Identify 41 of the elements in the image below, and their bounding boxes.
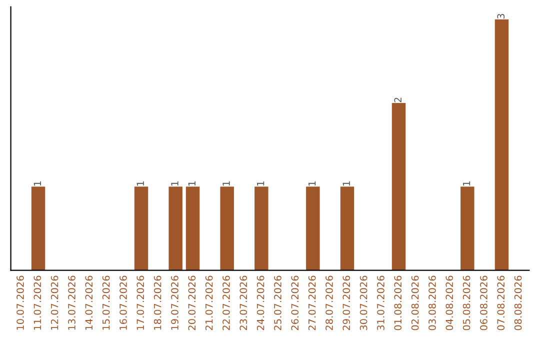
x-tick-label: 27.07.2026 bbox=[308, 276, 316, 330]
x-tick-label: 25.07.2026 bbox=[274, 276, 282, 330]
x-tick-label: 18.07.2026 bbox=[154, 276, 162, 330]
x-tick-label: 20.07.2026 bbox=[188, 276, 196, 330]
x-tick-label: 05.08.2026 bbox=[462, 276, 470, 330]
x-tick-label: 14.07.2026 bbox=[85, 276, 93, 330]
data-label: 1 bbox=[34, 181, 41, 186]
x-tick-label: 11.07.2026 bbox=[34, 276, 42, 330]
x-tick-label: 10.07.2026 bbox=[16, 276, 24, 330]
x-tick-label: 07.08.2026 bbox=[497, 276, 505, 330]
data-label: 3 bbox=[497, 14, 505, 19]
x-tick-label: 24.07.2026 bbox=[256, 276, 264, 330]
x-tick-label: 31.07.2026 bbox=[377, 276, 384, 330]
data-label: 1 bbox=[342, 181, 350, 186]
x-tick-label: 01.08.2026 bbox=[394, 276, 402, 330]
x-tick-label: 13.07.2026 bbox=[68, 276, 76, 330]
data-label: 1 bbox=[136, 181, 144, 186]
x-tick-label: 22.07.2026 bbox=[222, 276, 230, 330]
x-tick-label: 08.08.2026 bbox=[514, 276, 522, 330]
data-label: 2 bbox=[394, 98, 402, 102]
data-label: 1 bbox=[257, 181, 264, 186]
x-tick-label: 03.08.2026 bbox=[428, 276, 436, 330]
x-tick-label: 28.07.2026 bbox=[326, 276, 333, 330]
x-tick-label: 17.07.2026 bbox=[136, 276, 144, 330]
x-tick-label: 26.07.2026 bbox=[291, 276, 299, 330]
x-tick-label: 30.07.2026 bbox=[360, 276, 368, 330]
x-tick-label: 21.07.2026 bbox=[205, 276, 213, 330]
data-label: 1 bbox=[188, 181, 196, 186]
data-label: 1 bbox=[222, 181, 230, 186]
x-tick-label: 12.07.2026 bbox=[50, 276, 58, 330]
x-tick-label: 16.07.2026 bbox=[120, 276, 127, 330]
x-tick-label: 04.08.2026 bbox=[446, 276, 454, 330]
x-tick-label: 02.08.2026 bbox=[411, 276, 419, 330]
x-tick-label: 23.07.2026 bbox=[240, 276, 248, 330]
x-tick-label: 15.07.2026 bbox=[102, 276, 110, 330]
data-label: 1 bbox=[171, 181, 178, 186]
x-tick-label: 19.07.2026 bbox=[171, 276, 178, 330]
data-label: 1 bbox=[308, 181, 316, 186]
data-label: 1 bbox=[463, 181, 470, 186]
x-tick-label: 29.07.2026 bbox=[342, 276, 350, 330]
x-tick-label: 06.08.2026 bbox=[480, 276, 488, 330]
